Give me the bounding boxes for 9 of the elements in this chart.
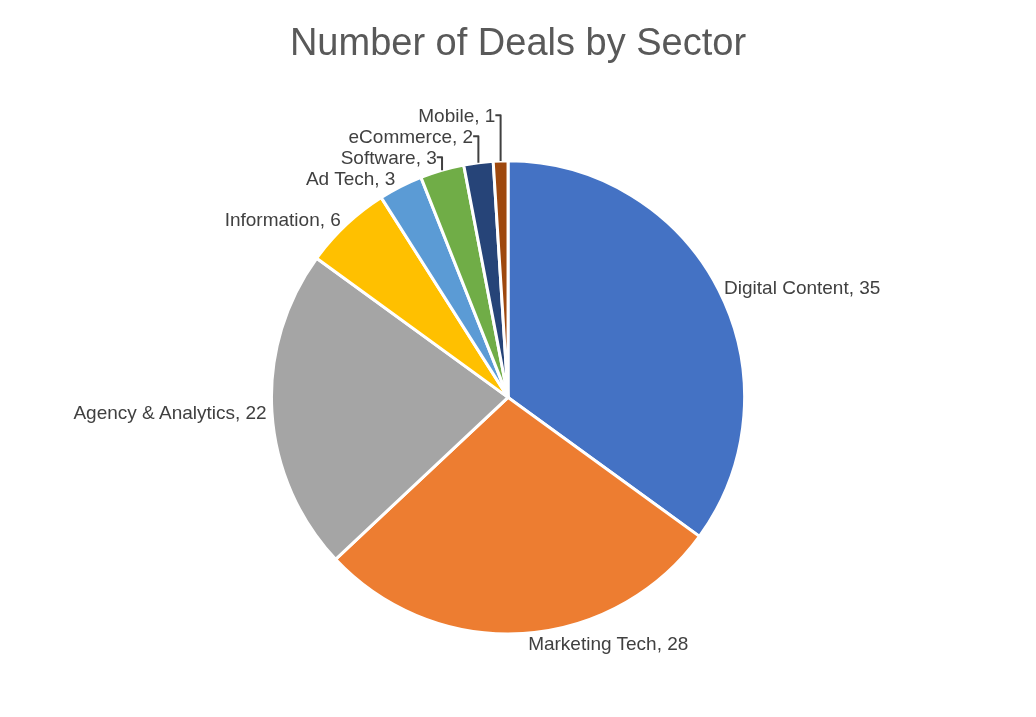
chart-title: Number of Deals by Sector [289,21,747,64]
data-label: , 3 [415,146,437,168]
data-label: , 1 [474,104,496,126]
data-label: , 6 [319,208,341,230]
data-label: , 35 [848,277,881,299]
data-label: , 22 [234,401,267,423]
data-label: , 3 [374,167,396,189]
data-label: , 2 [452,125,474,147]
data-label: , 28 [656,633,689,655]
